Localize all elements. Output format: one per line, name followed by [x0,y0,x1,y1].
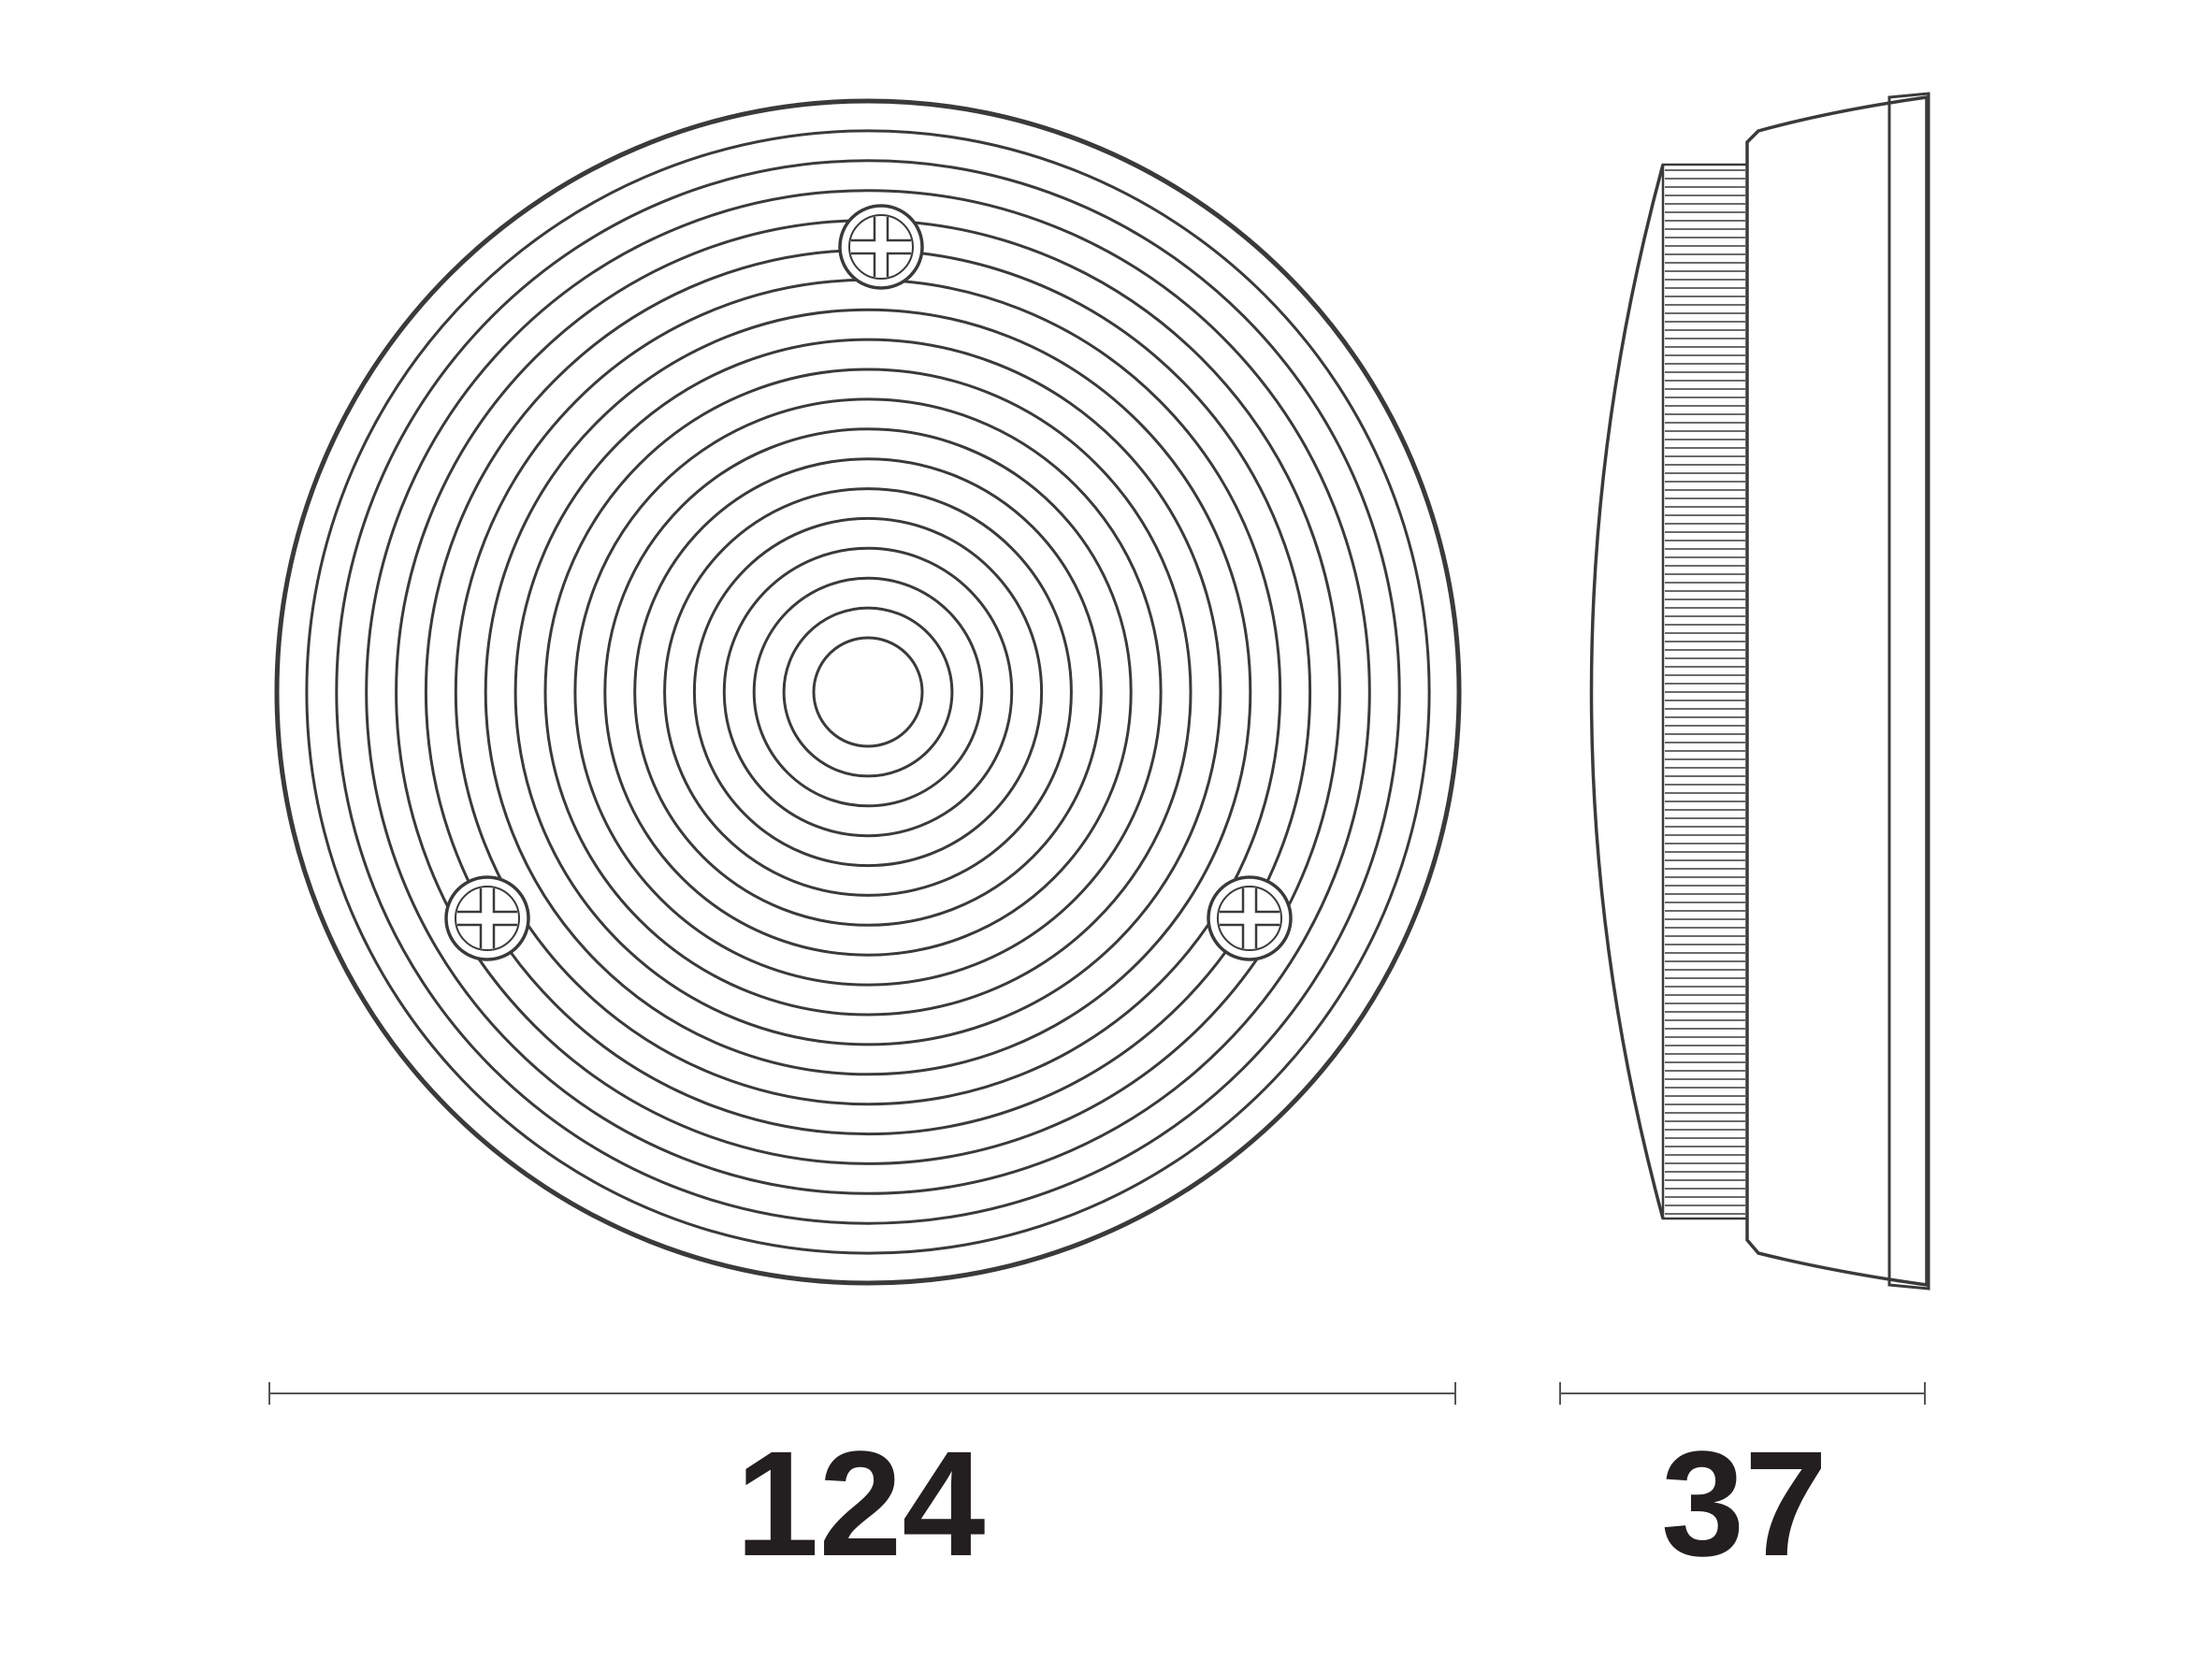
front-ring [395,219,1341,1165]
depth-dimension-label: 37 [1661,1420,1828,1587]
front-ring [603,427,1133,957]
front-view [274,98,1462,1286]
width-dimension-label: 124 [735,1420,986,1587]
front-ring [543,368,1193,1017]
front-ring [424,248,1312,1136]
side-housing [1745,94,1929,1288]
screw-icon [838,204,924,290]
front-ring [573,397,1163,987]
front-ring [454,278,1282,1106]
front-ring [305,129,1431,1255]
front-ring [782,606,954,778]
front-ring [365,189,1371,1195]
front-ring [663,487,1073,897]
screw-icon [444,875,530,961]
front-ring [484,308,1252,1076]
front-ring [752,576,984,808]
side-back-plate [1887,92,1930,1291]
front-outer-rim [274,98,1462,1286]
screw-icon [1207,875,1293,961]
front-ring [513,338,1222,1046]
front-rings [274,98,1462,1286]
front-ring [812,636,924,748]
side-view [1589,92,1930,1291]
side-lens-curve [1589,164,1665,1219]
front-ring [692,516,1044,868]
front-ring [633,457,1103,927]
knurl-lines [1665,169,1745,1215]
front-ring [722,546,1014,838]
screws [444,204,1293,961]
dimension-lines [268,1382,1926,1405]
front-ring [335,159,1401,1225]
